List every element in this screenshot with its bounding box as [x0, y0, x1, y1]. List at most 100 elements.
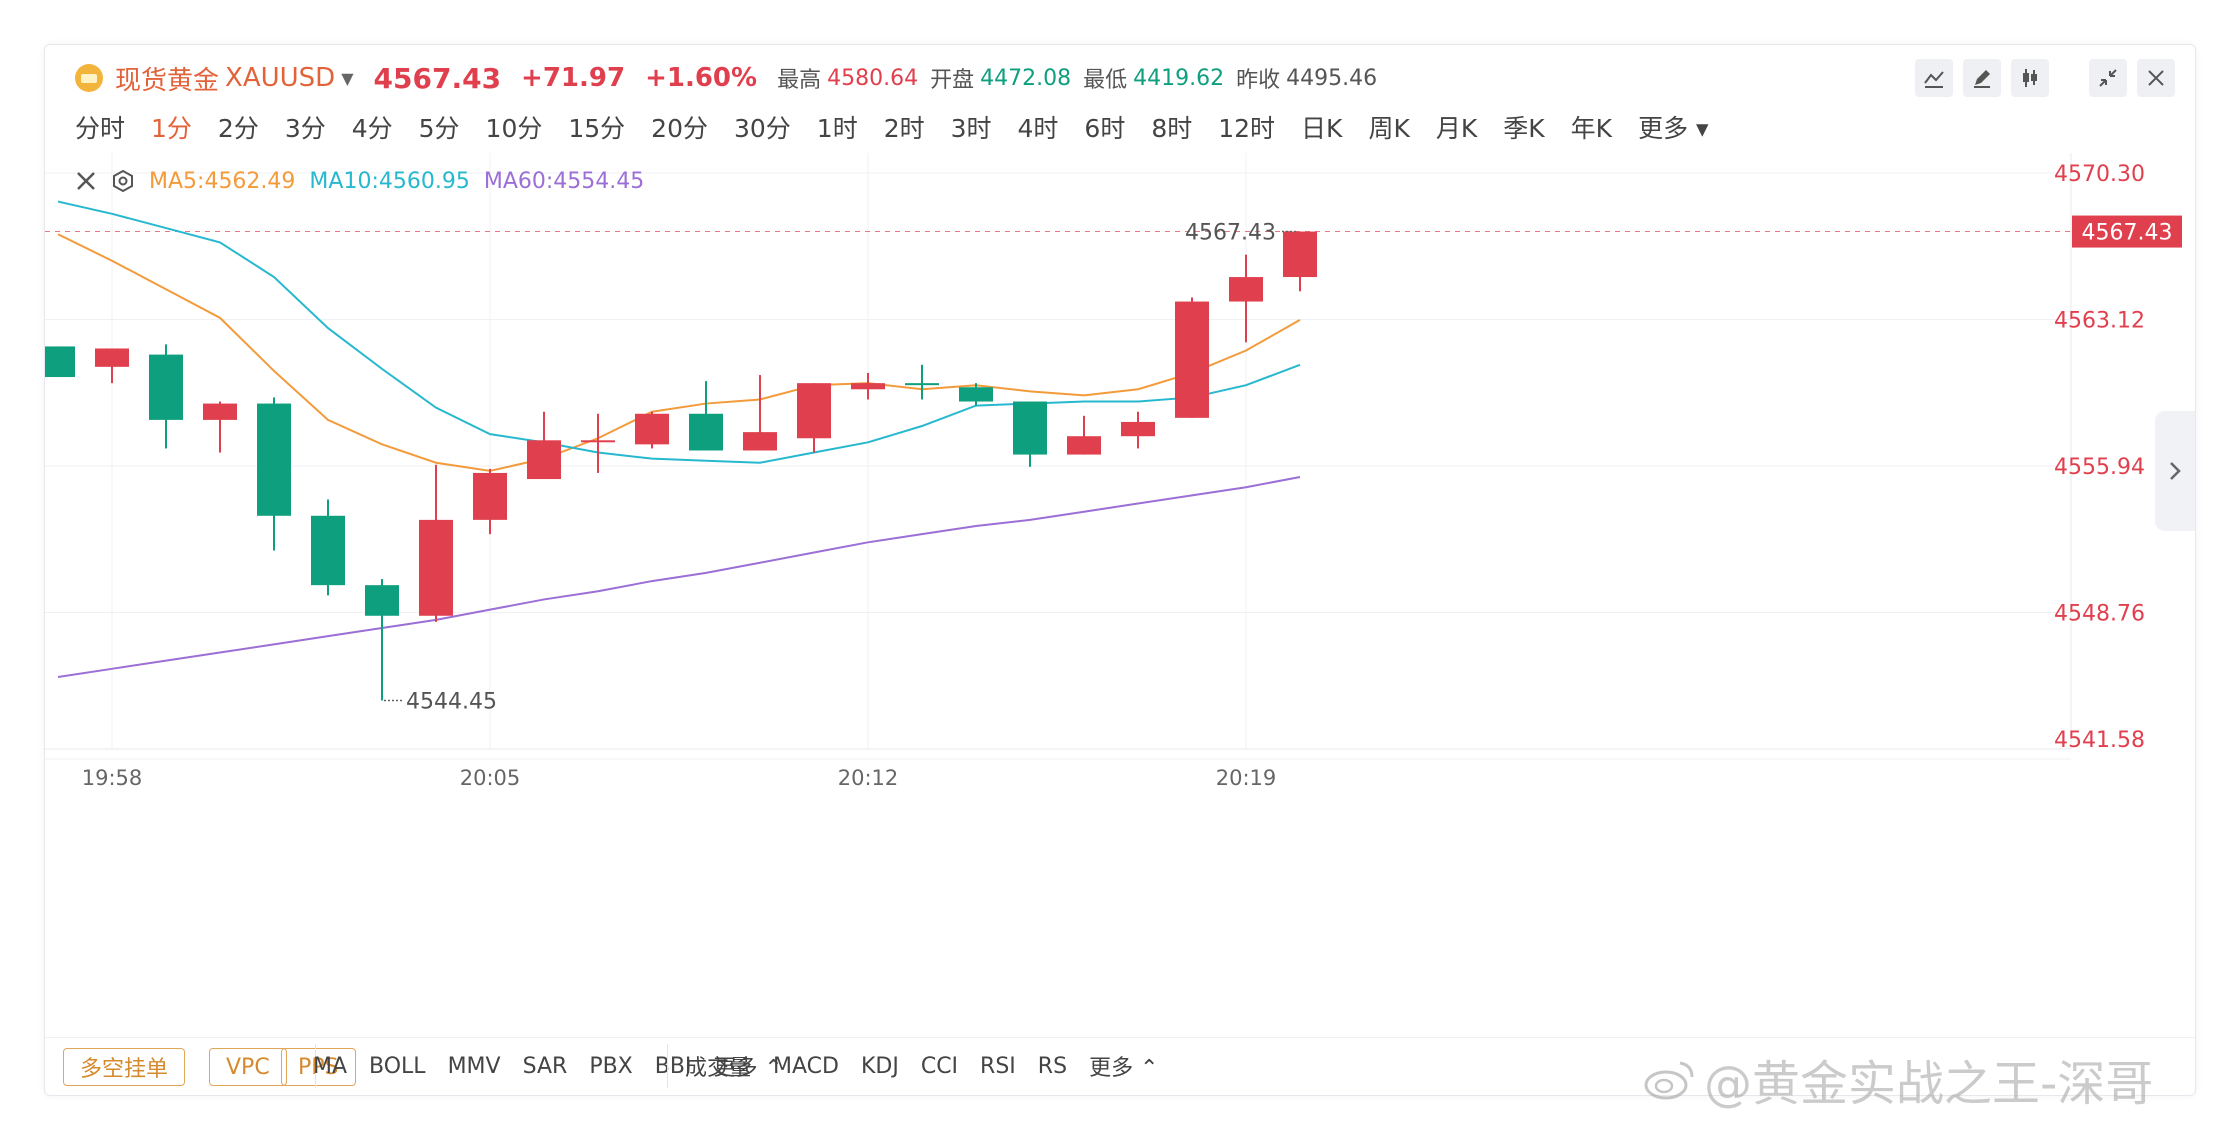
prev-close-value: 4495.46 [1286, 65, 1378, 91]
y-tick-label: 4541.58 [2054, 728, 2145, 753]
candle-body [689, 413, 723, 451]
indicator-item[interactable]: KDJ [860, 1053, 899, 1079]
long-short-orders-button[interactable]: 多空挂单 [63, 1048, 186, 1086]
period-tab[interactable]: 5分 [418, 114, 460, 143]
period-tab[interactable]: 日K [1301, 114, 1343, 143]
period-tab[interactable]: 8时 [1151, 114, 1193, 143]
period-tab[interactable]: 10分 [485, 114, 543, 143]
close-legend-icon[interactable] [75, 170, 97, 192]
pps-button[interactable]: PPS [281, 1048, 356, 1086]
x-tick-label: 19:58 [82, 766, 143, 790]
last-price-tag-label: 4567.43 [2082, 221, 2173, 246]
period-tab[interactable]: 2分 [217, 114, 259, 143]
candle-body [959, 387, 993, 402]
candle-body [1067, 436, 1101, 455]
y-tick-label: 4548.76 [2054, 602, 2145, 627]
period-tab[interactable]: 分时 [75, 114, 126, 143]
period-tab[interactable]: 年K [1570, 114, 1613, 143]
candle-body [1121, 421, 1155, 437]
last-price: 4567.43 [373, 61, 502, 95]
indicator-item[interactable]: MACD [773, 1053, 839, 1079]
quote-header: 现货黄金 XAUUSD ▼ 4567.43 +71.97 +1.60% 最高 4… [75, 53, 1389, 103]
candle-body [365, 585, 399, 616]
ma10-legend: MA10:4560.95 [309, 168, 470, 194]
settings-icon[interactable] [111, 169, 135, 193]
price-change: +71.97 [521, 63, 626, 93]
period-tab[interactable]: 1分 [151, 114, 192, 143]
y-tick-label: 4563.12 [2054, 309, 2145, 334]
candle-body [905, 383, 939, 386]
period-tab[interactable]: 4分 [351, 114, 393, 143]
high-marker-label: 4567.43 [1185, 221, 1276, 246]
candle-body [1283, 231, 1317, 278]
period-tab[interactable]: 3分 [284, 114, 326, 143]
candle-body [527, 440, 561, 480]
candle-body [797, 383, 831, 439]
period-tab[interactable]: 30分 [733, 114, 791, 143]
draw-pen-icon[interactable] [1963, 59, 2001, 97]
indicator-item[interactable]: PBX [589, 1053, 633, 1079]
indicator-item[interactable]: SAR [522, 1053, 568, 1079]
indicator-item[interactable]: 成交量 [685, 1056, 752, 1081]
vpc-button[interactable]: VPC [209, 1048, 287, 1086]
weibo-logo-icon [1644, 1061, 1694, 1100]
period-tab[interactable]: 15分 [568, 114, 626, 143]
candle-body [311, 515, 345, 586]
expand-panel-button[interactable] [2155, 411, 2195, 531]
period-tab[interactable]: 20分 [651, 114, 708, 143]
indicator-item[interactable]: MMV [447, 1053, 501, 1079]
indicator-item[interactable]: MA [313, 1053, 348, 1079]
low-label: 最低 [1083, 68, 1128, 93]
candle-body [149, 354, 183, 420]
x-tick-label: 20:05 [460, 766, 521, 790]
period-tab[interactable]: 更多 ▾ [1638, 114, 1709, 143]
candlestick-chart[interactable]: 4570.30 4563.12 4555.94 4548.76 4541.58 19:58… [45, 153, 2195, 1033]
period-tab[interactable]: 月K [1435, 114, 1478, 143]
indicator-item[interactable]: BBI [654, 1053, 692, 1079]
instrument-symbol[interactable]: XAUUSD [225, 63, 336, 93]
period-tab[interactable]: 季K [1503, 114, 1545, 143]
indicator-item[interactable]: CCI [920, 1053, 959, 1079]
period-tab[interactable]: 12时 [1218, 114, 1276, 143]
period-tab[interactable]: 3时 [950, 114, 992, 143]
instrument-name[interactable]: 现货黄金 [115, 65, 220, 96]
indicator-item[interactable]: RS [1037, 1053, 1068, 1079]
period-tab[interactable]: 6时 [1084, 114, 1126, 143]
candle-body [743, 432, 777, 451]
y-tick-label: 4570.30 [2054, 162, 2145, 187]
low-value: 4419.62 [1133, 65, 1225, 91]
period-tab[interactable]: 4时 [1017, 114, 1059, 143]
price-change-pct: +1.60% [645, 63, 758, 93]
open-value: 4472.08 [980, 65, 1072, 91]
candle-body [581, 440, 615, 443]
prev-close-label: 昨收 [1236, 68, 1281, 93]
chevron-down-icon[interactable]: ▼ [341, 68, 354, 88]
candle-body [203, 403, 237, 420]
indicator-item[interactable]: 更多 ⌃ [1089, 1056, 1159, 1081]
indicator-item[interactable]: RSI [980, 1053, 1016, 1079]
candle-type-icon[interactable] [2011, 59, 2049, 97]
period-tab[interactable]: 2时 [883, 114, 925, 143]
high-value: 4580.64 [827, 65, 919, 91]
candle-body [1013, 401, 1047, 455]
candle-body [851, 383, 885, 390]
period-tab[interactable]: 1时 [816, 114, 858, 143]
collapse-icon[interactable] [2089, 59, 2127, 97]
chart-toolbar [1915, 59, 2175, 97]
candle-body [95, 348, 129, 367]
close-icon[interactable] [2137, 59, 2175, 97]
sub-indicators: 成交量 MACD KDJ CCI RSI RS 更多 ⌃ [685, 1048, 1159, 1084]
indicator-bar: 多空挂单 VPC PPS MA BOLL MMV SAR PBX BBI 更多 ⌃ 成交量 M… [45, 1037, 2195, 1096]
low-marker-label: 4544.45 [406, 689, 497, 714]
gold-coin-icon [75, 64, 103, 92]
line-style-icon[interactable] [1915, 59, 1953, 97]
ma60-legend: MA60:4554.45 [483, 168, 645, 194]
period-tab[interactable]: 周K [1368, 114, 1410, 143]
candle-body [45, 346, 75, 378]
indicator-item[interactable]: 更多 ⌃ [713, 1056, 783, 1081]
last-price-tag [2072, 215, 2182, 248]
candle-body [635, 413, 669, 445]
candle-body [473, 472, 507, 520]
high-label: 最高 [777, 68, 822, 93]
indicator-item[interactable]: BOLL [369, 1053, 426, 1079]
